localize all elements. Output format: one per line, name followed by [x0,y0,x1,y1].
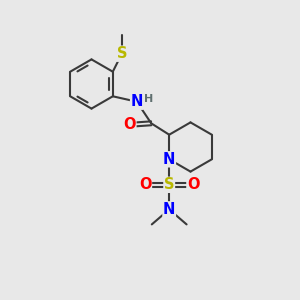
Text: N: N [130,94,143,109]
Text: N: N [163,152,175,167]
Text: O: O [139,177,152,192]
Text: O: O [187,177,200,192]
Text: N: N [163,202,175,217]
Text: S: S [117,46,127,61]
Text: S: S [164,177,174,192]
Text: O: O [123,117,136,132]
Text: H: H [144,94,153,104]
